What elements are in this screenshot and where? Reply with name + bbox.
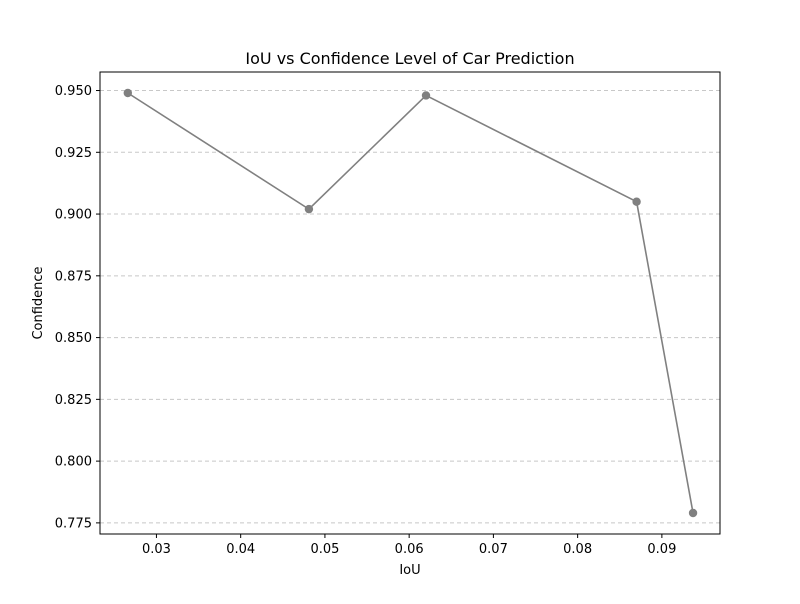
x-axis-label: IoU — [399, 563, 420, 578]
data-point — [304, 204, 314, 214]
series-line — [127, 92, 694, 514]
x-tick-label: 0.03 — [142, 542, 171, 557]
y-tick-label: 0.800 — [55, 455, 92, 470]
y-tick-label: 0.850 — [55, 331, 92, 346]
y-axis-label: Confidence — [31, 266, 46, 339]
series-layer — [123, 88, 698, 518]
y-tick-label: 0.825 — [55, 393, 92, 408]
data-point — [632, 197, 641, 206]
x-tick-label: 0.09 — [647, 542, 676, 557]
x-tick-label: 0.06 — [395, 542, 424, 557]
y-tick-label: 0.925 — [55, 146, 92, 161]
y-axis-ticks: 0.775 0.800 0.825 0.850 0.875 0.900 0.925 0.950 — [55, 84, 100, 531]
grid-layer — [100, 90, 720, 524]
plot-frame — [99, 71, 721, 535]
chart-title: IoU vs Confidence Level of Car Predictio… — [245, 49, 574, 68]
y-tick-label: 0.900 — [55, 208, 92, 223]
x-tick-label: 0.04 — [226, 542, 255, 557]
data-point — [688, 508, 698, 518]
x-tick-label: 0.07 — [479, 542, 508, 557]
y-tick-label: 0.775 — [55, 516, 92, 531]
data-point — [123, 88, 132, 98]
y-tick-label: 0.875 — [55, 269, 92, 284]
data-point — [421, 91, 431, 100]
x-tick-label: 0.05 — [310, 542, 339, 557]
y-tick-label: 0.950 — [55, 84, 92, 99]
x-axis-ticks: 0.03 0.04 0.05 0.06 0.07 0.08 0.09 — [142, 534, 676, 557]
x-tick-label: 0.08 — [563, 542, 592, 557]
